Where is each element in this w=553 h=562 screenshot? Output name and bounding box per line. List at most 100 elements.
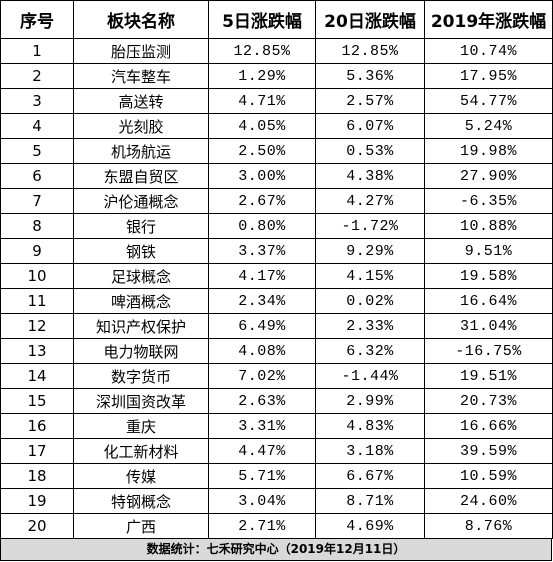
row-index: 10: [0, 263, 74, 289]
row-2019-change: 8.76%: [424, 513, 553, 539]
row-2019-change: 39.59%: [424, 438, 553, 464]
row-index: 14: [0, 363, 74, 389]
table-row: 12 知识产权保护 6.49% 2.33% 31.04%: [0, 313, 553, 339]
table-row: 7 沪伦通概念 2.67% 4.27% -6.35%: [0, 188, 553, 214]
row-index: 17: [0, 438, 74, 464]
row-sector-name: 足球概念: [73, 263, 209, 289]
row-2019-change: 24.60%: [424, 488, 553, 514]
row-5day-change: 3.00%: [208, 163, 316, 189]
row-index: 20: [0, 513, 74, 539]
row-20day-change: 2.33%: [315, 313, 425, 339]
row-2019-change: 16.66%: [424, 413, 553, 439]
row-20day-change: 4.83%: [315, 413, 425, 439]
table-row: 17 化工新材料 4.47% 3.18% 39.59%: [0, 438, 553, 464]
row-2019-change: 9.51%: [424, 238, 553, 264]
row-sector-name: 高送转: [73, 88, 209, 114]
row-index: 4: [0, 113, 74, 139]
row-5day-change: 2.71%: [208, 513, 316, 539]
row-index: 16: [0, 413, 74, 439]
row-5day-change: 2.67%: [208, 188, 316, 214]
row-index: 1: [0, 38, 74, 64]
row-2019-change: 54.77%: [424, 88, 553, 114]
table-row: 5 机场航运 2.50% 0.53% 19.98%: [0, 138, 553, 164]
row-5day-change: 12.85%: [208, 38, 316, 64]
row-index: 19: [0, 488, 74, 514]
row-5day-change: 4.47%: [208, 438, 316, 464]
row-2019-change: -16.75%: [424, 338, 553, 364]
row-sector-name: 银行: [73, 213, 209, 239]
row-sector-name: 传媒: [73, 463, 209, 489]
header-5day-change: 5日涨跌幅: [208, 0, 316, 39]
table-row: 16 重庆 3.31% 4.83% 16.66%: [0, 413, 553, 439]
row-sector-name: 知识产权保护: [73, 313, 209, 339]
row-2019-change: 10.59%: [424, 463, 553, 489]
row-sector-name: 特钢概念: [73, 488, 209, 514]
table-row: 10 足球概念 4.17% 4.15% 19.58%: [0, 263, 553, 289]
row-index: 7: [0, 188, 74, 214]
header-2019-change: 2019年涨跌幅: [424, 0, 553, 39]
row-sector-name: 重庆: [73, 413, 209, 439]
data-source-footer: 数据统计：七禾研究中心（2019年12月11日）: [0, 539, 552, 561]
row-index: 3: [0, 88, 74, 114]
row-2019-change: 16.64%: [424, 288, 553, 314]
row-20day-change: 4.69%: [315, 513, 425, 539]
row-5day-change: 2.34%: [208, 288, 316, 314]
row-sector-name: 钢铁: [73, 238, 209, 264]
table-header-row: 序号 板块名称 5日涨跌幅 20日涨跌幅 2019年涨跌幅: [0, 0, 553, 39]
sector-performance-table: 序号 板块名称 5日涨跌幅 20日涨跌幅 2019年涨跌幅 1 胎压监测 12.85…: [0, 0, 553, 539]
row-2019-change: 19.98%: [424, 138, 553, 164]
table-row: 15 深圳国资改革 2.63% 2.99% 20.73%: [0, 388, 553, 414]
row-index: 18: [0, 463, 74, 489]
row-sector-name: 光刻胶: [73, 113, 209, 139]
table-row: 3 高送转 4.71% 2.57% 54.77%: [0, 88, 553, 114]
row-2019-change: 17.95%: [424, 63, 553, 89]
row-20day-change: 2.57%: [315, 88, 425, 114]
row-2019-change: -6.35%: [424, 188, 553, 214]
row-2019-change: 31.04%: [424, 313, 553, 339]
row-index: 8: [0, 213, 74, 239]
row-sector-name: 广西: [73, 513, 209, 539]
table-row: 13 电力物联网 4.08% 6.32% -16.75%: [0, 338, 553, 364]
row-20day-change: 12.85%: [315, 38, 425, 64]
row-5day-change: 7.02%: [208, 363, 316, 389]
header-index: 序号: [0, 0, 74, 39]
row-5day-change: 3.37%: [208, 238, 316, 264]
row-5day-change: 4.08%: [208, 338, 316, 364]
row-index: 9: [0, 238, 74, 264]
row-20day-change: 5.36%: [315, 63, 425, 89]
row-20day-change: 6.07%: [315, 113, 425, 139]
row-index: 6: [0, 163, 74, 189]
row-2019-change: 10.74%: [424, 38, 553, 64]
table-row: 18 传媒 5.71% 6.67% 10.59%: [0, 463, 553, 489]
row-20day-change: -1.44%: [315, 363, 425, 389]
table-row: 19 特钢概念 3.04% 8.71% 24.60%: [0, 488, 553, 514]
row-sector-name: 沪伦通概念: [73, 188, 209, 214]
table-row: 8 银行 0.80% -1.72% 10.88%: [0, 213, 553, 239]
row-20day-change: 6.32%: [315, 338, 425, 364]
header-20day-change: 20日涨跌幅: [315, 0, 425, 39]
row-5day-change: 2.63%: [208, 388, 316, 414]
row-sector-name: 深圳国资改革: [73, 388, 209, 414]
row-index: 12: [0, 313, 74, 339]
row-2019-change: 20.73%: [424, 388, 553, 414]
row-5day-change: 2.50%: [208, 138, 316, 164]
table-row: 20 广西 2.71% 4.69% 8.76%: [0, 513, 553, 539]
row-index: 5: [0, 138, 74, 164]
row-sector-name: 胎压监测: [73, 38, 209, 64]
row-20day-change: -1.72%: [315, 213, 425, 239]
row-index: 11: [0, 288, 74, 314]
row-5day-change: 4.71%: [208, 88, 316, 114]
row-20day-change: 4.15%: [315, 263, 425, 289]
table-row: 14 数字货币 7.02% -1.44% 19.51%: [0, 363, 553, 389]
row-20day-change: 4.27%: [315, 188, 425, 214]
row-5day-change: 5.71%: [208, 463, 316, 489]
row-20day-change: 4.38%: [315, 163, 425, 189]
row-5day-change: 1.29%: [208, 63, 316, 89]
row-5day-change: 3.31%: [208, 413, 316, 439]
row-5day-change: 3.04%: [208, 488, 316, 514]
row-20day-change: 0.02%: [315, 288, 425, 314]
table-row: 11 啤酒概念 2.34% 0.02% 16.64%: [0, 288, 553, 314]
row-20day-change: 8.71%: [315, 488, 425, 514]
row-sector-name: 汽车整车: [73, 63, 209, 89]
